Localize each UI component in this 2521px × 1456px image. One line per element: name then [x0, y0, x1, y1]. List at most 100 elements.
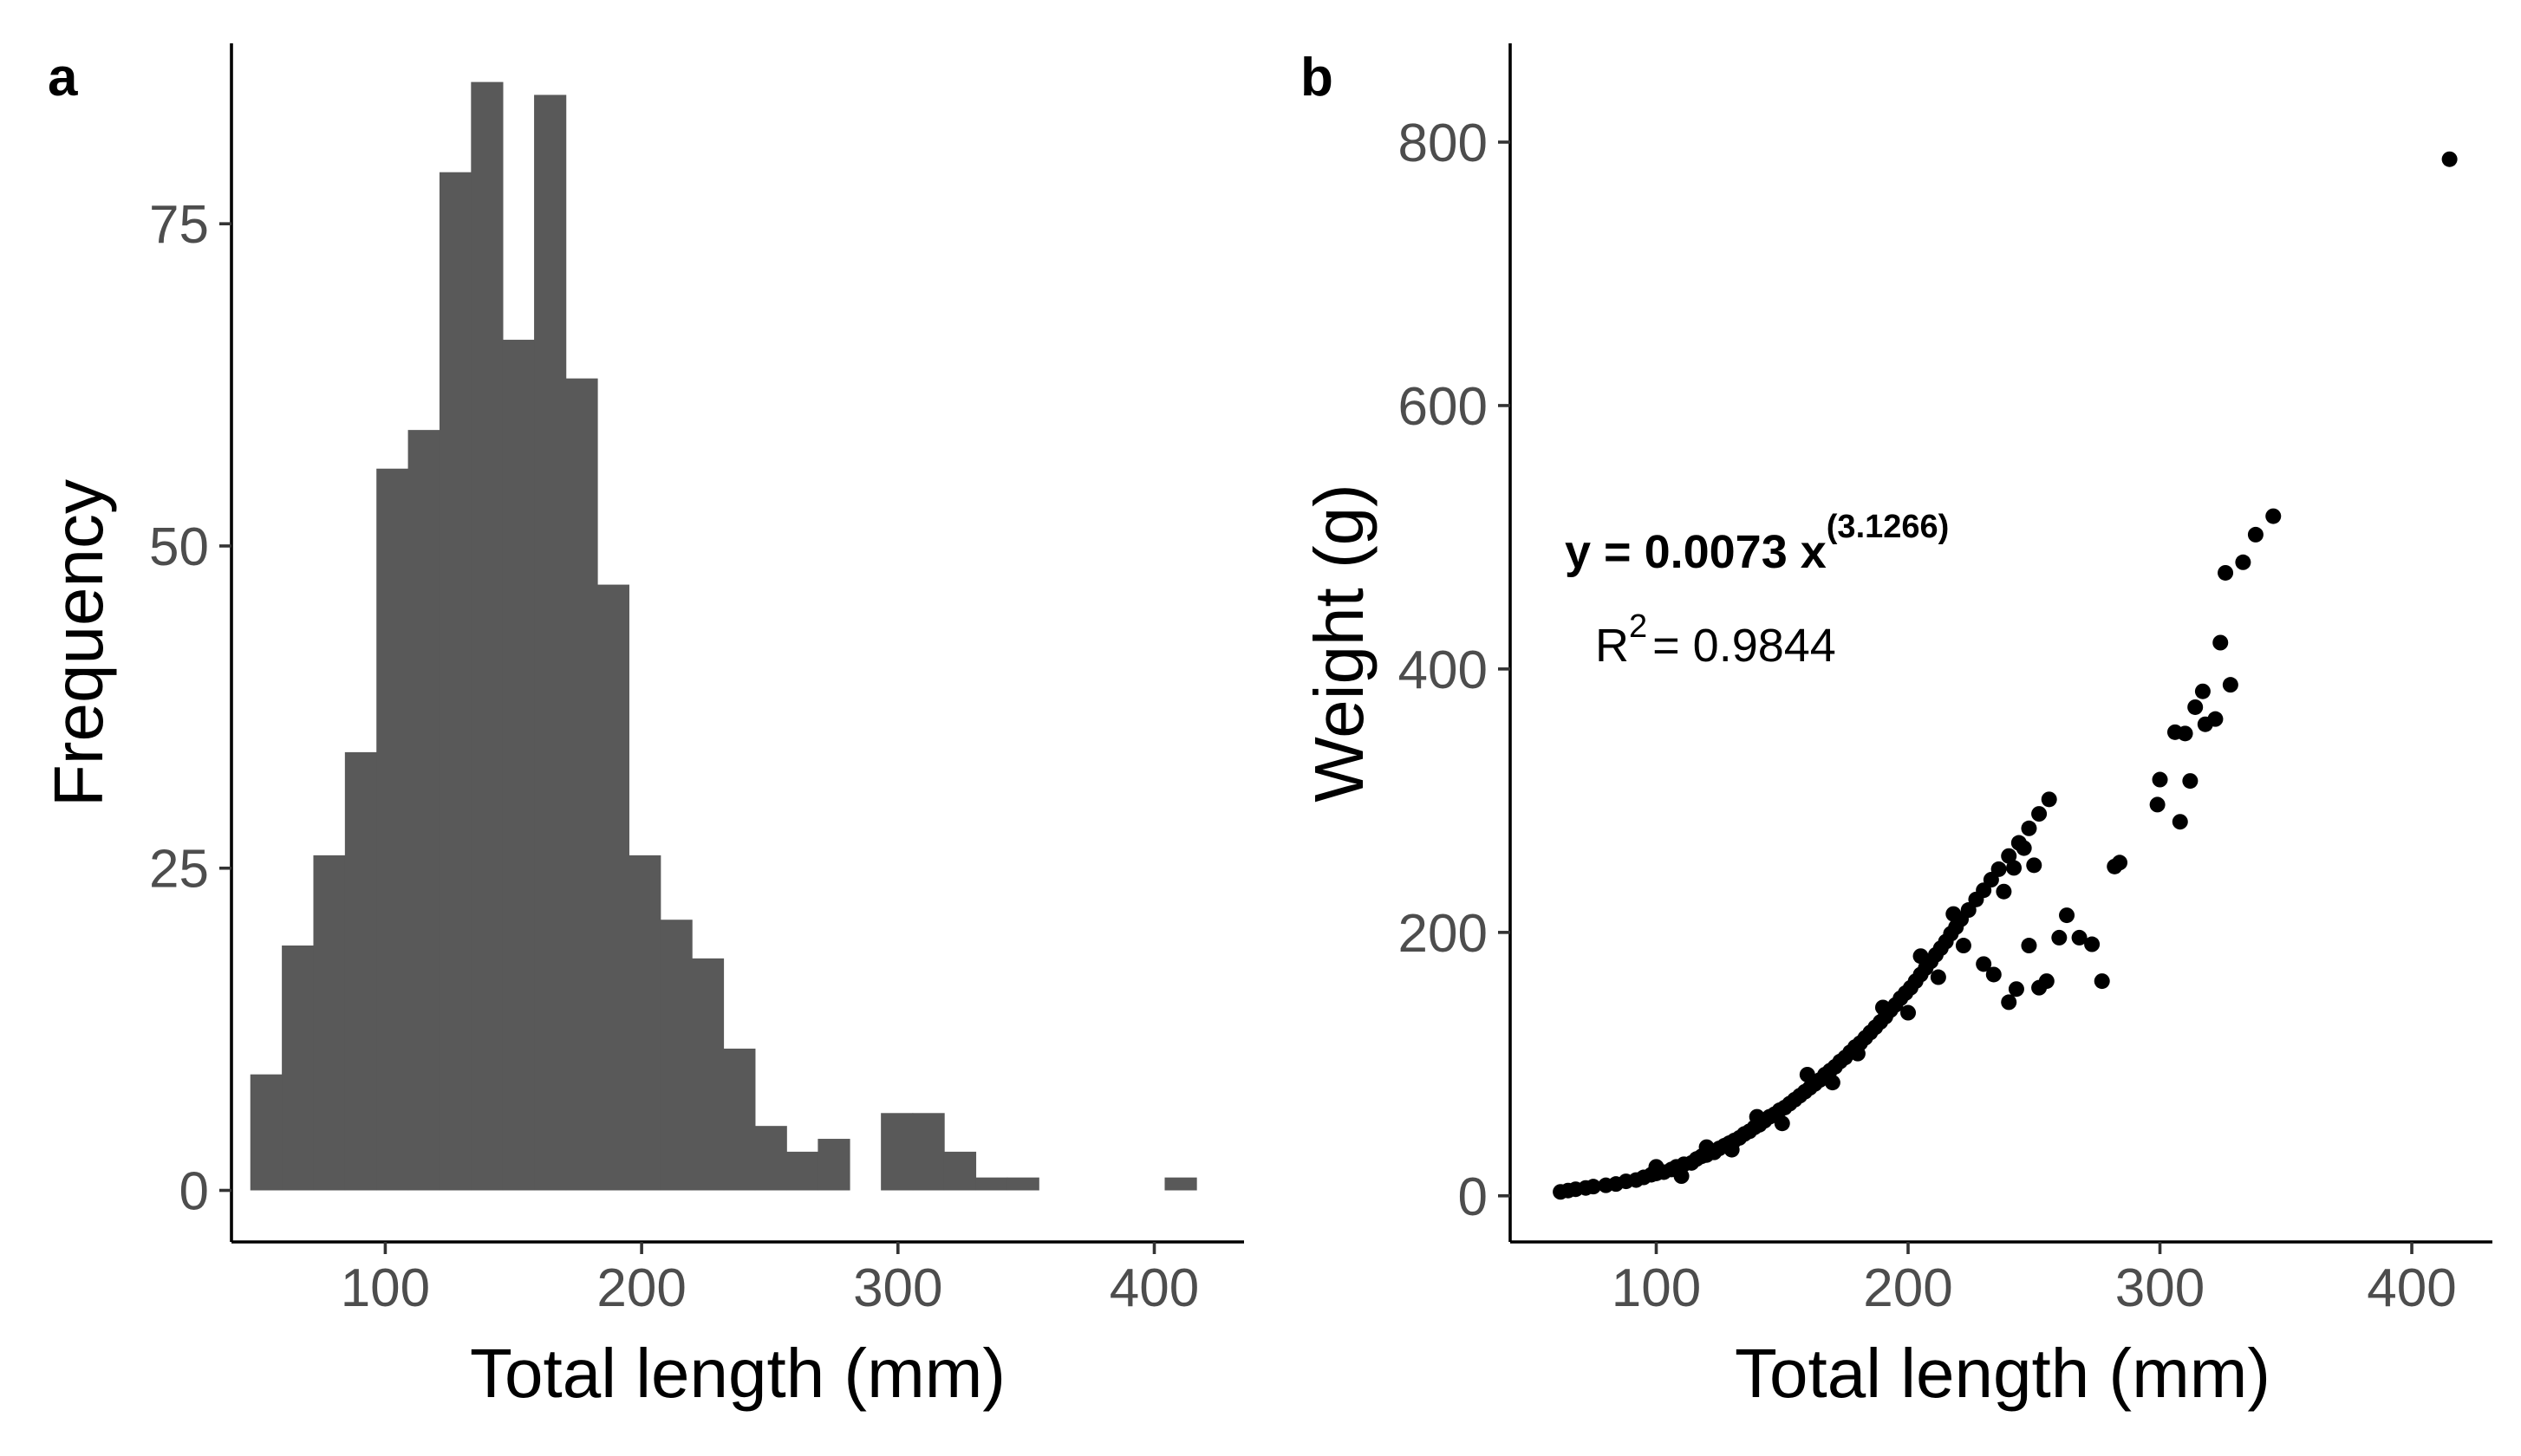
scatter-point: [2041, 791, 2057, 808]
histogram-panel: a 100 200 300 400 0 25 50 75 Total length (mm)…: [40, 43, 1244, 1412]
scatter-point: [1774, 1115, 1790, 1132]
histogram-bar: [376, 468, 409, 1191]
scatter-point: [1996, 883, 2012, 900]
scatter-point: [2008, 981, 2024, 998]
histogram-bar: [502, 340, 535, 1191]
scatter-point: [1849, 1045, 1866, 1062]
histogram-bar: [723, 1048, 756, 1191]
histogram-bar: [596, 584, 629, 1191]
scatter-point: [2235, 554, 2251, 570]
histogram-bar: [881, 1113, 914, 1191]
scatter-point: [1698, 1139, 1715, 1155]
r2-value: = 0.9844: [1652, 620, 1836, 672]
scatter-point: [2006, 860, 2023, 876]
scatter-point: [2071, 929, 2088, 946]
scatter-point: [1945, 906, 1962, 922]
scatter-x-tick-label: 200: [1863, 1258, 1952, 1318]
fit-r-squared: R2 = 0.9844: [1595, 608, 1836, 672]
scatter-point: [1723, 1141, 1740, 1158]
scatter-point: [2152, 771, 2168, 788]
histogram-x-tick-label: 200: [596, 1258, 686, 1318]
histogram-bar: [660, 920, 693, 1191]
scatter-point: [2212, 634, 2229, 651]
scatter-point: [1990, 861, 2007, 877]
scatter-point: [2038, 973, 2055, 990]
histogram-bar: [1164, 1177, 1197, 1191]
histogram-bar: [629, 855, 661, 1191]
scatter-point: [1912, 948, 1929, 965]
scatter-x-axis-title: Total length (mm): [1735, 1335, 2270, 1412]
scatter-point: [1985, 966, 2002, 983]
scatter-point: [1585, 1179, 1601, 1195]
scatter-point: [1648, 1159, 1664, 1175]
scatter-point: [2094, 973, 2110, 990]
scatter-panel: b 100 200 300 400 0 200 400 600 800 Total lengt…: [1300, 43, 2492, 1412]
histogram-y-axis-title: Frequency: [40, 479, 117, 807]
fit-equation: y = 0.0073 x(3.1266): [1565, 509, 1949, 578]
scatter-point: [2441, 151, 2458, 167]
scatter-point: [2182, 773, 2199, 790]
scatter-point: [1799, 1066, 1815, 1082]
histogram-bar: [407, 430, 440, 1191]
scatter-point: [2016, 840, 2032, 856]
histogram-y-tick-label: 50: [149, 517, 209, 577]
scatter-y-tick-label: 600: [1398, 377, 1488, 437]
scatter-y-tick-label: 400: [1398, 640, 1488, 700]
histogram-x-axis-title: Total length (mm): [470, 1335, 1006, 1412]
scatter-point: [2265, 508, 2282, 524]
scatter-point: [2059, 907, 2075, 924]
histogram-bar: [565, 378, 598, 1191]
histogram-bar: [691, 958, 725, 1191]
scatter-point: [2194, 683, 2211, 699]
histogram-x-tick-label: 100: [341, 1258, 430, 1318]
scatter-point: [2222, 677, 2238, 693]
scatter-point: [1955, 938, 1971, 954]
histogram-y-tick-label: 25: [149, 840, 209, 900]
fit-equation-exponent: (3.1266): [1827, 509, 1950, 545]
histogram-bar: [439, 172, 472, 1191]
histogram-bar: [471, 81, 504, 1191]
scatter-point: [2172, 814, 2188, 830]
histogram-bar: [786, 1151, 819, 1191]
histogram-bars: [250, 81, 1197, 1191]
histogram-bar: [912, 1113, 945, 1191]
scatter-point: [1976, 956, 1992, 972]
histogram-bar: [344, 751, 378, 1191]
scatter-x-tick-label: 300: [2115, 1258, 2205, 1318]
histogram-bar: [754, 1126, 787, 1191]
scatter-y-tick-label: 800: [1398, 114, 1488, 173]
scatter-point: [2084, 936, 2101, 952]
scatter-points: [1553, 151, 2458, 1200]
histogram-y-ticks: 0 25 50 75: [149, 195, 231, 1222]
histogram-x-tick-label: 400: [1110, 1258, 1199, 1318]
scatter-point: [2001, 848, 2017, 864]
scatter-point: [2031, 806, 2048, 822]
histogram-bar: [250, 1074, 283, 1191]
scatter-point: [1824, 1075, 1840, 1091]
scatter-point: [1900, 1004, 1917, 1021]
scatter-y-tick-label: 0: [1458, 1167, 1488, 1227]
histogram-bar: [313, 855, 346, 1191]
histogram-bar: [1006, 1177, 1039, 1191]
histogram-bar: [534, 94, 567, 1191]
scatter-x-ticks: 100 200 300 400: [1612, 1242, 2457, 1318]
histogram-x-tick-label: 300: [853, 1258, 942, 1318]
scatter-point: [2149, 796, 2166, 813]
histogram-bar: [282, 945, 315, 1191]
scatter-y-ticks: 0 200 400 600 800: [1398, 114, 1510, 1227]
scatter-point: [1930, 969, 1946, 985]
scatter-x-tick-label: 400: [2367, 1258, 2456, 1318]
scatter-point: [2247, 526, 2264, 543]
scatter-point: [2112, 855, 2128, 871]
scatter-point: [1874, 999, 1891, 1016]
scatter-y-axis-title: Weight (g): [1300, 484, 1378, 803]
scatter-point: [2207, 711, 2224, 727]
panel-a-label: a: [48, 48, 78, 107]
scatter-point: [2021, 820, 2037, 836]
scatter-point: [2177, 725, 2193, 742]
histogram-bar: [818, 1139, 850, 1191]
scatter-point: [2218, 564, 2234, 581]
scatter-point: [2187, 699, 2204, 715]
scatter-y-tick-label: 200: [1398, 904, 1488, 964]
